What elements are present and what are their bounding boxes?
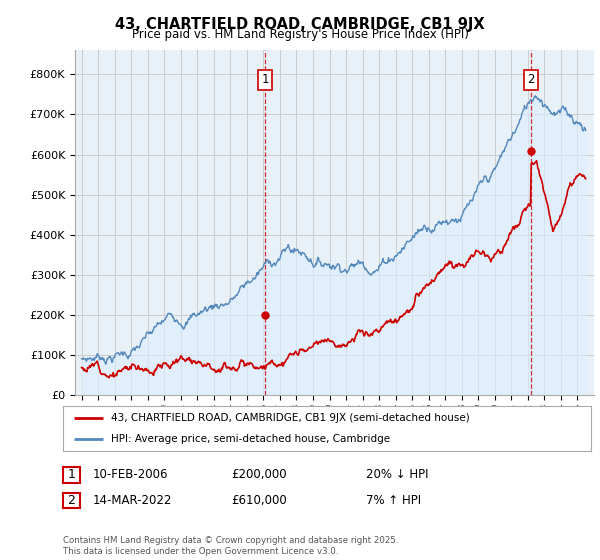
Text: 2: 2 <box>67 494 76 507</box>
Text: £200,000: £200,000 <box>231 468 287 482</box>
Text: 43, CHARTFIELD ROAD, CAMBRIDGE, CB1 9JX: 43, CHARTFIELD ROAD, CAMBRIDGE, CB1 9JX <box>115 17 485 32</box>
Text: HPI: Average price, semi-detached house, Cambridge: HPI: Average price, semi-detached house,… <box>110 433 389 444</box>
Text: Contains HM Land Registry data © Crown copyright and database right 2025.
This d: Contains HM Land Registry data © Crown c… <box>63 536 398 556</box>
Text: 10-FEB-2006: 10-FEB-2006 <box>93 468 169 482</box>
Text: Price paid vs. HM Land Registry's House Price Index (HPI): Price paid vs. HM Land Registry's House … <box>131 28 469 41</box>
Text: 43, CHARTFIELD ROAD, CAMBRIDGE, CB1 9JX (semi-detached house): 43, CHARTFIELD ROAD, CAMBRIDGE, CB1 9JX … <box>110 413 469 423</box>
Text: 20% ↓ HPI: 20% ↓ HPI <box>366 468 428 482</box>
Text: 7% ↑ HPI: 7% ↑ HPI <box>366 494 421 507</box>
Text: £610,000: £610,000 <box>231 494 287 507</box>
Text: 1: 1 <box>67 468 76 482</box>
Text: 1: 1 <box>262 73 269 86</box>
Text: 14-MAR-2022: 14-MAR-2022 <box>93 494 172 507</box>
Text: 2: 2 <box>527 73 535 86</box>
